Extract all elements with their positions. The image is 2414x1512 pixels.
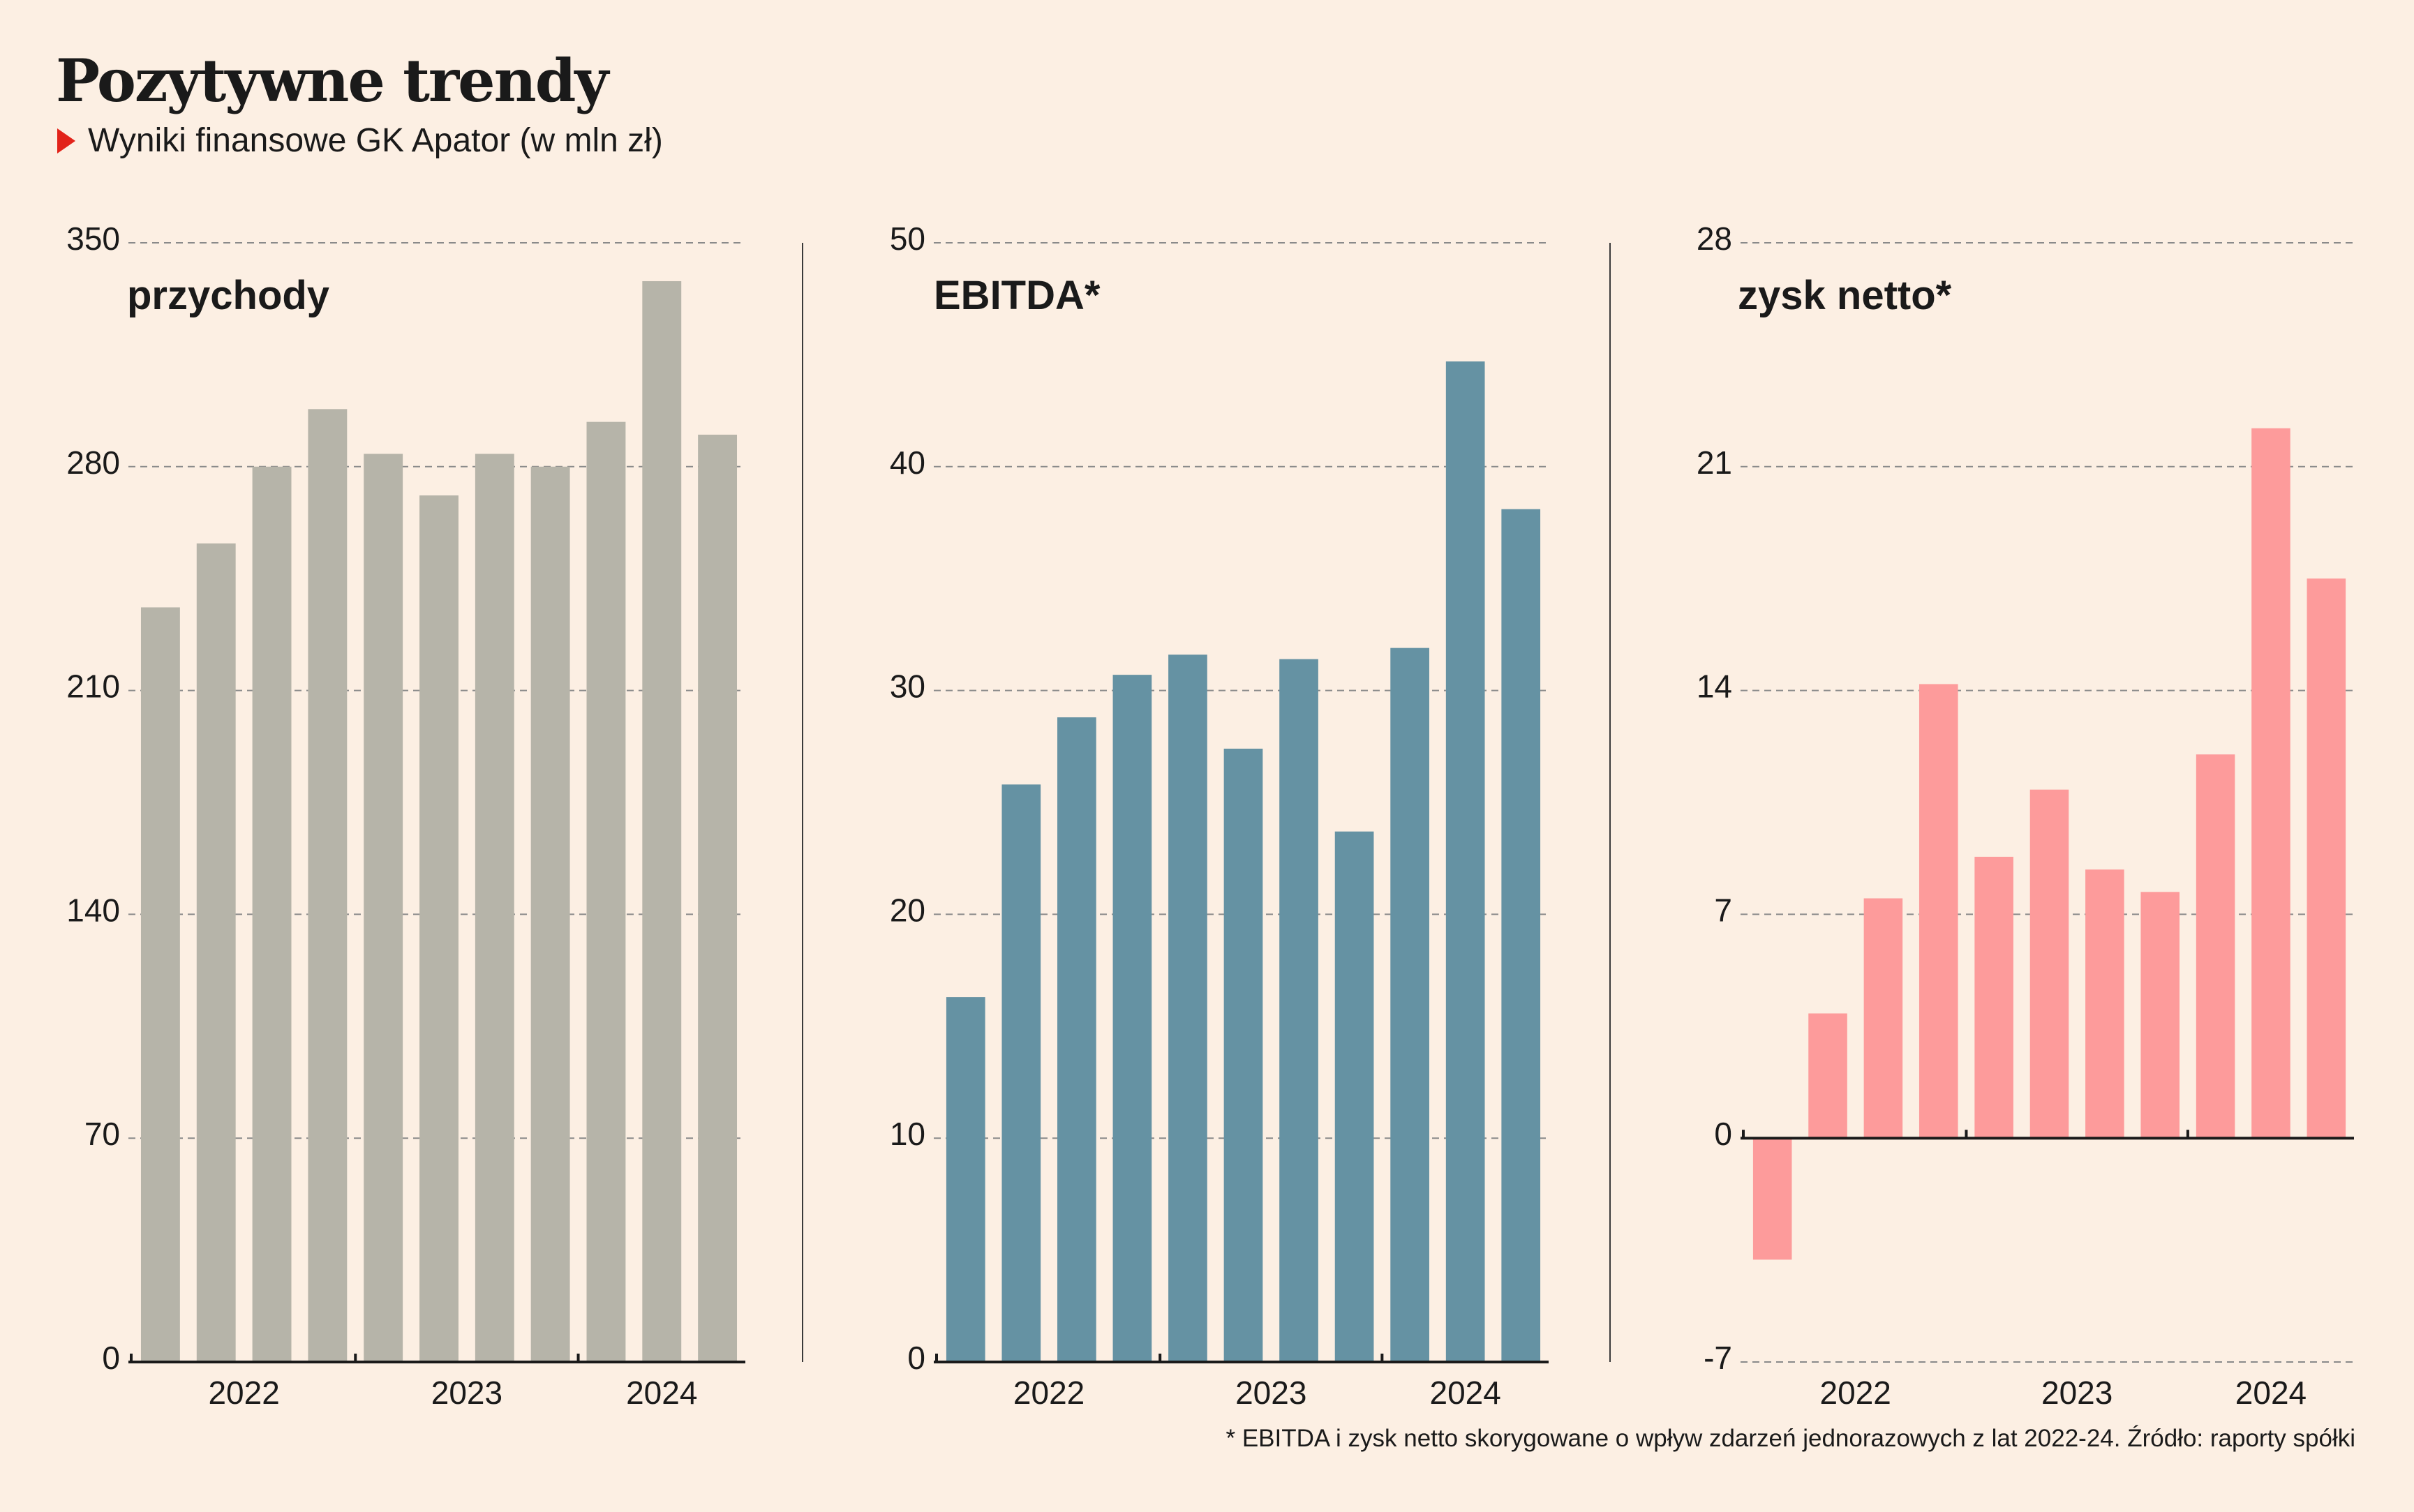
chart-title: przychody [127,273,329,318]
bar [1168,654,1207,1362]
chart-title: zysk netto* [1738,273,1952,318]
bar [586,421,626,1362]
bar [1057,717,1096,1362]
y-tick-label: 280 [66,444,120,481]
x-year-label: 2024 [1430,1375,1501,1411]
bar [1808,1013,1847,1139]
x-year-label: 2022 [208,1375,279,1411]
y-tick-label: 40 [890,444,925,481]
y-tick-label: 0 [1714,1116,1732,1152]
x-year-label: 2023 [1235,1375,1306,1411]
y-tick-label: 7 [1714,892,1732,928]
y-tick-label: 0 [907,1340,925,1376]
bar [364,454,403,1363]
bar [1001,784,1041,1362]
y-tick-label: 50 [890,220,925,257]
y-tick-label: 20 [890,892,925,928]
y-tick-label: 210 [66,668,120,705]
y-tick-label: 30 [890,668,925,705]
chart-title: EBITDA* [934,273,1101,318]
bar [2307,578,2346,1139]
triangle-marker-icon [57,128,75,154]
page-title: Pozytywne trendy [56,46,609,115]
bar [2085,869,2124,1139]
bar [1445,361,1485,1363]
y-tick-label: -7 [1704,1340,1732,1376]
bar [2029,789,2069,1139]
bar [698,434,738,1362]
bar [419,495,459,1363]
bar [308,409,348,1362]
bar [2196,754,2235,1139]
x-year-label: 2022 [1820,1375,1891,1411]
bar [1223,749,1263,1362]
subtitle-text: Wyniki finansowe GK Apator (w mln zł) [88,122,663,159]
bar [252,466,292,1362]
x-year-label: 2024 [626,1375,697,1411]
y-tick-label: 10 [890,1116,925,1152]
y-tick-label: 14 [1697,668,1732,705]
bar [140,607,180,1362]
bar [1501,509,1541,1363]
bar [196,543,236,1362]
bar [946,997,985,1362]
x-year-label: 2024 [2235,1375,2307,1411]
bar [2140,892,2180,1139]
footnote: * EBITDA i zysk netto skorygowane o wpły… [1225,1425,2355,1452]
bar [1863,898,1903,1139]
x-year-label: 2023 [431,1375,502,1411]
y-tick-label: 70 [84,1116,120,1152]
bar [642,280,682,1363]
bar [530,466,570,1362]
subtitle: Wyniki finansowe GK Apator (w mln zł) [57,121,663,160]
y-tick-label: 0 [102,1340,120,1376]
bar [1334,831,1374,1362]
y-tick-label: 140 [66,892,120,928]
y-tick-label: 350 [66,220,120,257]
x-year-label: 2023 [2041,1375,2113,1411]
bar [1752,1138,1792,1260]
x-year-label: 2022 [1013,1375,1085,1411]
bar [475,454,514,1363]
bar [2251,428,2290,1139]
y-tick-label: 21 [1697,444,1732,481]
bar [1390,648,1429,1362]
bar [1112,675,1152,1362]
bar [1279,659,1318,1362]
bar [1974,856,2013,1139]
y-tick-label: 28 [1697,220,1732,257]
bar [1918,684,1958,1139]
